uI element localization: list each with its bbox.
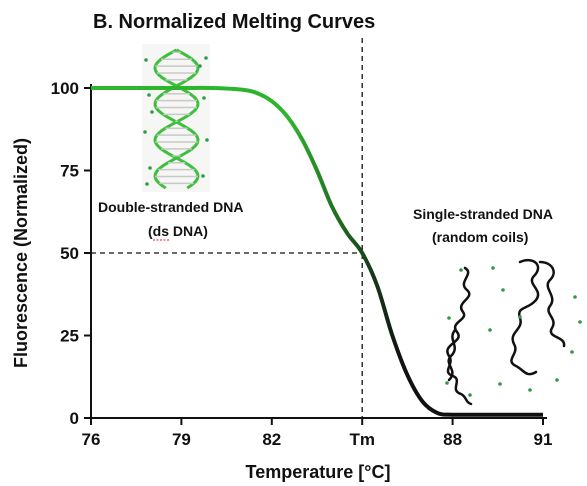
x-tick-label: 76 xyxy=(82,430,101,449)
dna-helix-image xyxy=(142,44,210,192)
y-tick-label: 25 xyxy=(60,327,79,346)
y-tick-label: 0 xyxy=(70,409,79,428)
ds-dna-label: Double-stranded DNA xyxy=(98,199,243,215)
melting-curve-series xyxy=(90,85,543,417)
x-axis-label: Temperature [°C] xyxy=(246,462,391,482)
x-axis: 76 79 82 Tm 88 91 xyxy=(82,417,553,449)
chart-title: B. Normalized Melting Curves xyxy=(93,11,375,33)
ss-dna-label: Single-stranded DNA xyxy=(413,206,553,222)
x-tick-label: 79 xyxy=(172,430,191,449)
y-tick-label: 75 xyxy=(60,162,79,181)
y-tick-label: 50 xyxy=(60,244,79,263)
ss-dna-coil-label: (random coils) xyxy=(432,229,528,245)
y-tick-label: 100 xyxy=(51,79,79,98)
x-tick-label: 91 xyxy=(534,430,553,449)
y-axis-label: Fluorescence (Normalized) xyxy=(11,138,31,368)
random-coils-image xyxy=(445,259,582,406)
x-tick-label: Tm xyxy=(349,430,375,449)
ds-dna-abbrev-label: (ds DNA) xyxy=(148,223,208,239)
y-axis: 0 25 50 75 100 xyxy=(51,79,92,428)
x-tick-label: 88 xyxy=(443,430,462,449)
x-tick-label: 82 xyxy=(262,430,281,449)
